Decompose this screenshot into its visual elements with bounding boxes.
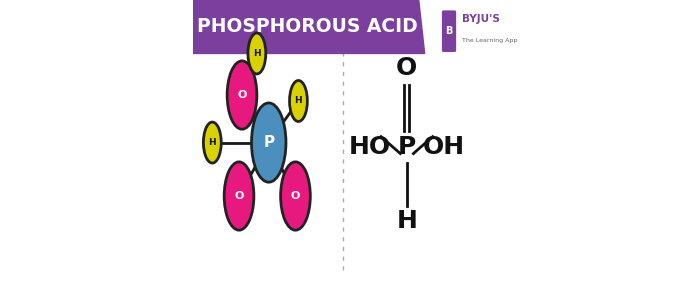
Ellipse shape	[227, 61, 257, 129]
Text: P: P	[398, 135, 416, 159]
Text: H: H	[208, 138, 216, 147]
Ellipse shape	[251, 103, 286, 182]
Ellipse shape	[281, 162, 310, 230]
Text: O: O	[237, 90, 247, 100]
Text: O: O	[396, 56, 417, 80]
Text: HO: HO	[348, 135, 391, 159]
Ellipse shape	[290, 80, 307, 121]
Text: O: O	[234, 191, 244, 201]
Text: The Learning App: The Learning App	[462, 38, 517, 42]
Text: P: P	[263, 135, 275, 150]
Text: H: H	[294, 97, 303, 105]
Text: H: H	[253, 49, 261, 58]
Ellipse shape	[204, 122, 221, 163]
Ellipse shape	[224, 162, 254, 230]
Text: O: O	[291, 191, 300, 201]
Text: B: B	[445, 26, 453, 36]
FancyBboxPatch shape	[442, 10, 456, 52]
Text: PHOSPHOROUS ACID STRUCTURE: PHOSPHOROUS ACID STRUCTURE	[197, 17, 549, 36]
Text: OH: OH	[423, 135, 465, 159]
Polygon shape	[193, 0, 425, 53]
Ellipse shape	[248, 33, 266, 74]
Text: H: H	[396, 209, 417, 233]
Text: BYJU'S: BYJU'S	[462, 14, 500, 24]
